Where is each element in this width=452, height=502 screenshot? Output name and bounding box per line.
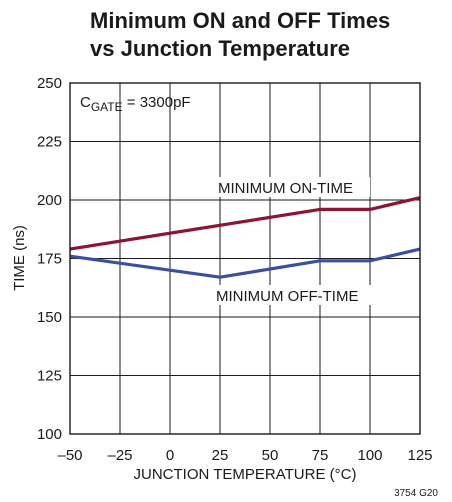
x-tick-label: 75: [312, 447, 329, 464]
y-tick-label: 150: [37, 309, 62, 326]
on-time-label: MINIMUM ON-TIME: [218, 180, 353, 197]
chart-title-line-1: Minimum ON and OFF Times: [90, 8, 390, 33]
x-tick-label: 0: [166, 447, 174, 464]
y-tick-label: 100: [37, 426, 62, 443]
y-tick-label: 250: [37, 75, 62, 92]
condition-rest: = 3300pF: [123, 94, 191, 111]
on-time-annotation: MINIMUM ON-TIME: [212, 177, 370, 197]
figure-id: 3754 G20: [394, 488, 438, 499]
y-tick-label: 175: [37, 251, 62, 268]
x-tick-label: –50: [57, 447, 82, 464]
condition-label: CGATE = 3300pF: [80, 94, 191, 114]
chart-title-line-2: vs Junction Temperature: [90, 36, 350, 61]
x-tick-label: 100: [357, 447, 382, 464]
y-axis-title: TIME (ns): [11, 225, 28, 291]
off-time-label: MINIMUM OFF-TIME: [216, 288, 358, 305]
x-tick-label: 50: [262, 447, 279, 464]
grid: [70, 83, 420, 434]
x-tick-labels: –50 –25 0 25 50 75 100 125: [57, 447, 432, 464]
y-tick-label: 200: [37, 192, 62, 209]
x-tick-label: –25: [107, 447, 132, 464]
y-tick-label: 225: [37, 134, 62, 151]
y-tick-label: 125: [37, 368, 62, 385]
off-time-annotation: MINIMUM OFF-TIME: [210, 285, 378, 305]
condition-subscript: GATE: [91, 100, 123, 114]
x-tick-label: 25: [212, 447, 229, 464]
series-lines: [70, 198, 420, 278]
x-tick-label: 125: [407, 447, 432, 464]
y-tick-labels: 100 125 150 175 200 225 250: [37, 75, 62, 443]
series-line-on-time: [70, 198, 420, 249]
series-line-off-time: [70, 249, 420, 277]
condition-main: C: [80, 94, 91, 111]
x-axis-title: JUNCTION TEMPERATURE (°C): [134, 466, 357, 483]
